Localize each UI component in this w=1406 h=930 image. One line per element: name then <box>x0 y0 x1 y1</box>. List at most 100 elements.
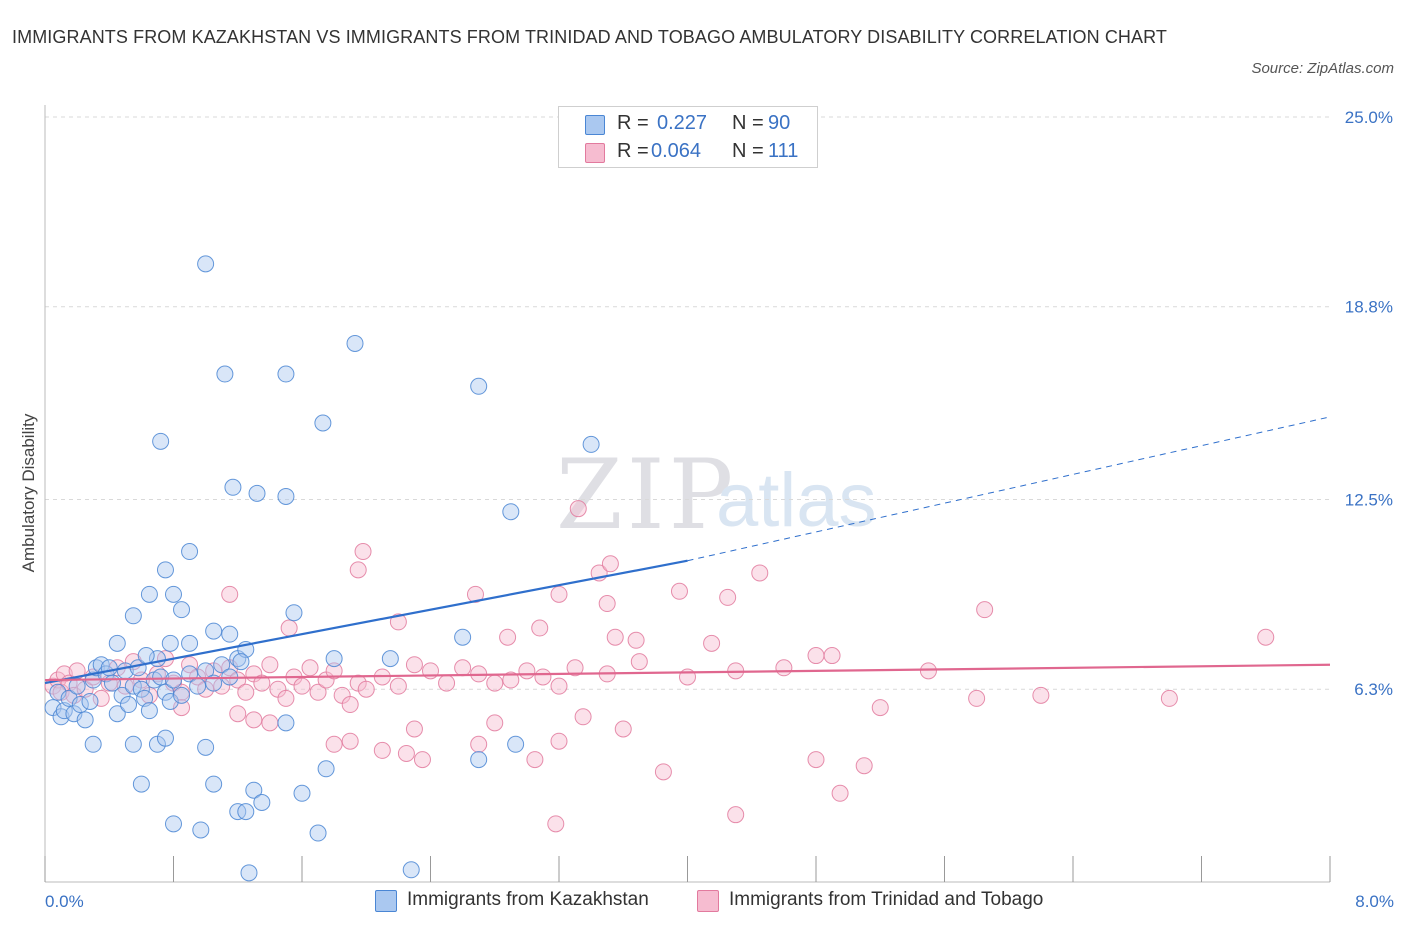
y-tick-label: 6.3% <box>1354 680 1393 699</box>
trinidad-point <box>373 741 391 759</box>
trinidad-point <box>389 677 407 695</box>
trinidad-point <box>502 671 520 689</box>
trinidad-point <box>405 656 423 674</box>
legend-swatch-blue <box>375 890 397 912</box>
kazakhstan-point <box>240 864 258 882</box>
kazakhstan-point <box>277 487 295 505</box>
kazakhstan-point <box>197 738 215 756</box>
trinidad-point <box>606 628 624 646</box>
chart-title: IMMIGRANTS FROM KAZAKHSTAN VS IMMIGRANTS… <box>12 27 1168 47</box>
trend-lines <box>44 416 1331 685</box>
kazakhstan-point <box>137 647 155 665</box>
trinidad-point <box>261 656 279 674</box>
trinidad-point <box>719 588 737 606</box>
kazakhstan-point <box>165 815 182 833</box>
kazakhstan-point <box>454 628 472 646</box>
trinidad-point <box>357 680 375 698</box>
trinidad-point <box>341 696 359 714</box>
watermark-atlas: atlas <box>716 458 877 543</box>
trinidad-point <box>751 564 769 582</box>
trinidad-point <box>976 601 994 619</box>
trinidad-point <box>325 735 343 753</box>
trinidad-point <box>968 689 986 707</box>
trinidad-point <box>654 763 672 781</box>
kazakhstan-point <box>245 781 263 799</box>
r-value: 0.064 <box>651 140 702 162</box>
kazakhstan-point <box>293 784 311 802</box>
trinidad-point <box>703 634 721 652</box>
r-label: R = <box>617 112 649 134</box>
trinidad-point <box>574 708 592 726</box>
kazakhstan-point <box>124 607 142 625</box>
kazakhstan-point <box>213 656 231 674</box>
kazakhstan-point <box>68 677 86 695</box>
kazakhstan-point <box>277 714 295 732</box>
kazakhstan-point <box>402 861 420 879</box>
trinidad-point <box>823 647 841 665</box>
kazakhstan-point <box>253 793 271 811</box>
kazakhstan-point <box>120 696 138 714</box>
y-tick-label: 12.5% <box>1345 491 1393 510</box>
kazakhstan-trend-line <box>44 559 688 685</box>
trinidad-point <box>181 656 199 674</box>
trinidad-point <box>309 683 327 701</box>
trinidad-point <box>486 714 504 732</box>
trinidad-point <box>547 815 565 833</box>
n-label: N = <box>732 140 764 162</box>
trinidad-point <box>855 757 873 775</box>
kazakhstan-point <box>470 377 488 395</box>
kazakhstan-point <box>76 711 94 729</box>
trinidad-point <box>1032 686 1050 704</box>
trinidad-point <box>454 659 472 677</box>
trinidad-point <box>253 674 271 692</box>
kazakhstan-point <box>346 334 364 352</box>
y-tick-labels: 6.3% 12.5% 18.8% 25.0% <box>1345 108 1393 699</box>
trinidad-point <box>277 689 295 707</box>
kazakhstan-point <box>81 692 99 710</box>
trinidad-point <box>550 732 568 750</box>
kazakhstan-point <box>113 686 131 704</box>
kazakhstan-point <box>132 775 150 793</box>
kazakhstan-point <box>381 650 399 668</box>
kazakhstan-point <box>165 585 182 603</box>
x-ticks <box>44 856 1331 882</box>
kazakhstan-point <box>152 432 170 450</box>
kazakhstan-point <box>165 671 182 689</box>
kazakhstan-point <box>582 435 600 453</box>
legend-label-kazakhstan: Immigrants from Kazakhstan <box>407 889 649 910</box>
trinidad-point <box>237 683 255 701</box>
kazakhstan-point <box>248 484 266 502</box>
n-label: N = <box>732 112 764 134</box>
trinidad-point <box>470 735 488 753</box>
kazakhstan-point <box>156 561 174 579</box>
trinidad-point <box>807 647 825 665</box>
trinidad-point <box>245 711 263 729</box>
kazakhstan-point <box>108 705 126 723</box>
trinidad-point <box>566 659 584 677</box>
trinidad-point <box>301 659 319 677</box>
kazakhstan-point <box>181 634 199 652</box>
trinidad-point <box>775 659 793 677</box>
stats-legend: R = 0.227 N = 90 R = 0.064 N = 111 <box>558 106 818 168</box>
watermark: ZIP atlas <box>556 439 877 551</box>
kazakhstan-point <box>232 653 250 671</box>
trinidad-point <box>405 720 423 738</box>
x-tick-label-max: 8.0% <box>1355 892 1394 911</box>
trinidad-point <box>518 662 536 680</box>
trinidad-point <box>397 744 415 762</box>
y-tick-label: 18.8% <box>1345 298 1393 317</box>
y-axis-label: Ambulatory Disability <box>19 413 38 572</box>
trinidad-point <box>531 619 549 637</box>
source-label: Source: ZipAtlas.com <box>1251 60 1394 77</box>
trinidad-point <box>325 662 343 680</box>
trinidad-point <box>229 705 247 723</box>
kazakhstan-point <box>189 677 207 695</box>
n-value: 111 <box>768 140 799 162</box>
trinidad-point <box>526 751 544 769</box>
kazakhstan-point <box>277 365 295 383</box>
kazakhstan-point <box>205 622 223 640</box>
kazakhstan-point <box>502 503 520 521</box>
trinidad-point <box>831 784 849 802</box>
series-kazakhstan-points <box>44 255 600 882</box>
